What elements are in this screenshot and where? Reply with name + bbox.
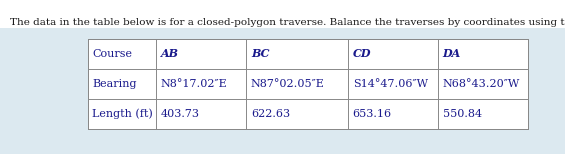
Bar [0, 0, 565, 28]
Text: N8°17․02″E: N8°17․02″E [161, 79, 228, 89]
Text: Bearing: Bearing [92, 79, 137, 89]
Text: CD: CD [353, 48, 371, 59]
Text: N68°43․20″W: N68°43․20″W [443, 79, 520, 89]
Text: 622.63: 622.63 [251, 109, 290, 119]
Bar [88, 38, 528, 129]
Text: 403.73: 403.73 [161, 109, 200, 119]
Bar [0, 28, 565, 154]
Text: N87°02․05″E: N87°02․05″E [251, 79, 325, 89]
Text: Course: Course [92, 49, 132, 59]
Text: BC: BC [251, 48, 270, 59]
Text: DA: DA [443, 48, 461, 59]
Text: AB: AB [161, 48, 179, 59]
Text: Length (ft): Length (ft) [92, 108, 153, 119]
Text: S14°47․06″W: S14°47․06″W [353, 79, 428, 89]
Text: The data in the table below is for a closed-polygon traverse. Balance the traver: The data in the table below is for a clo… [10, 18, 565, 27]
Text: 653.16: 653.16 [353, 109, 392, 119]
Text: 550.84: 550.84 [443, 109, 482, 119]
